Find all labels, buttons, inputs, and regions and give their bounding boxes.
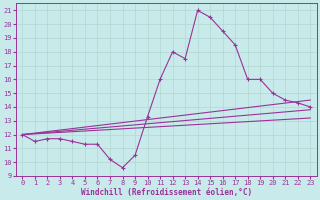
X-axis label: Windchill (Refroidissement éolien,°C): Windchill (Refroidissement éolien,°C) [81,188,252,197]
